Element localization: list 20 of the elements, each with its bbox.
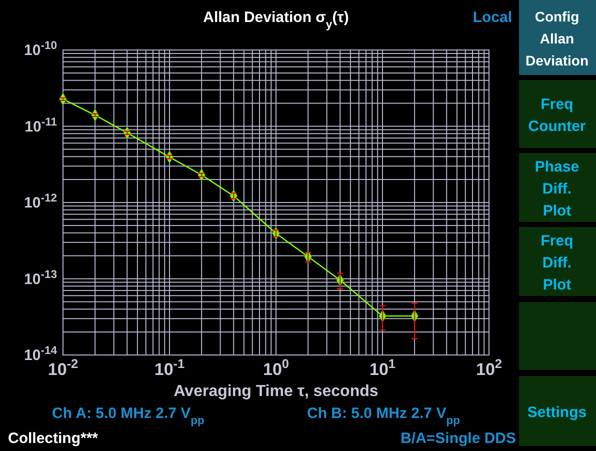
text: B/A=Single DDS [400,430,516,447]
text: Local [472,9,512,26]
text: Collecting*** [8,430,98,447]
text: Ch A: 5.0 MHz 2.7 V$_{pp}$ [52,405,205,427]
x-tick-label: 10$^{-1}$ [154,356,185,379]
x-axis-title: Averaging Time τ, seconds [174,383,378,400]
text: Settings [527,404,587,421]
chart-title: Allan Deviation σ$_{y}$(τ) [203,9,349,31]
y-tick-label: 10$^{-11}$ [24,116,57,136]
text: Freq Diff. Plot [540,232,574,294]
x-tick-label: 10$^{1}$ [369,356,396,379]
y-tick-label: 10$^{-12}$ [24,192,57,212]
text: Phase Diff. Plot [534,158,580,220]
y-tick-label: 10$^{-10}$ [24,40,57,59]
text: Ch B: 5.0 MHz 2.7 V$_{pp}$ [307,405,460,427]
y-tick-label: 10$^{-13}$ [24,268,57,288]
x-tick-label: 10$^{0}$ [262,356,290,379]
text: Freq Counter [528,96,586,135]
x-tick-label: 10$^{2}$ [476,356,502,379]
text: Config Allan Deviation [525,8,589,68]
